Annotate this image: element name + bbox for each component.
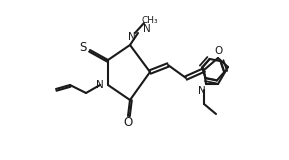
Text: O: O xyxy=(123,116,133,129)
Text: N: N xyxy=(96,80,104,90)
Text: O: O xyxy=(215,46,223,56)
Text: N: N xyxy=(198,86,206,96)
Text: CH₃: CH₃ xyxy=(142,16,158,24)
Text: N: N xyxy=(128,32,136,42)
Text: S: S xyxy=(79,40,87,53)
Text: N: N xyxy=(143,24,151,34)
